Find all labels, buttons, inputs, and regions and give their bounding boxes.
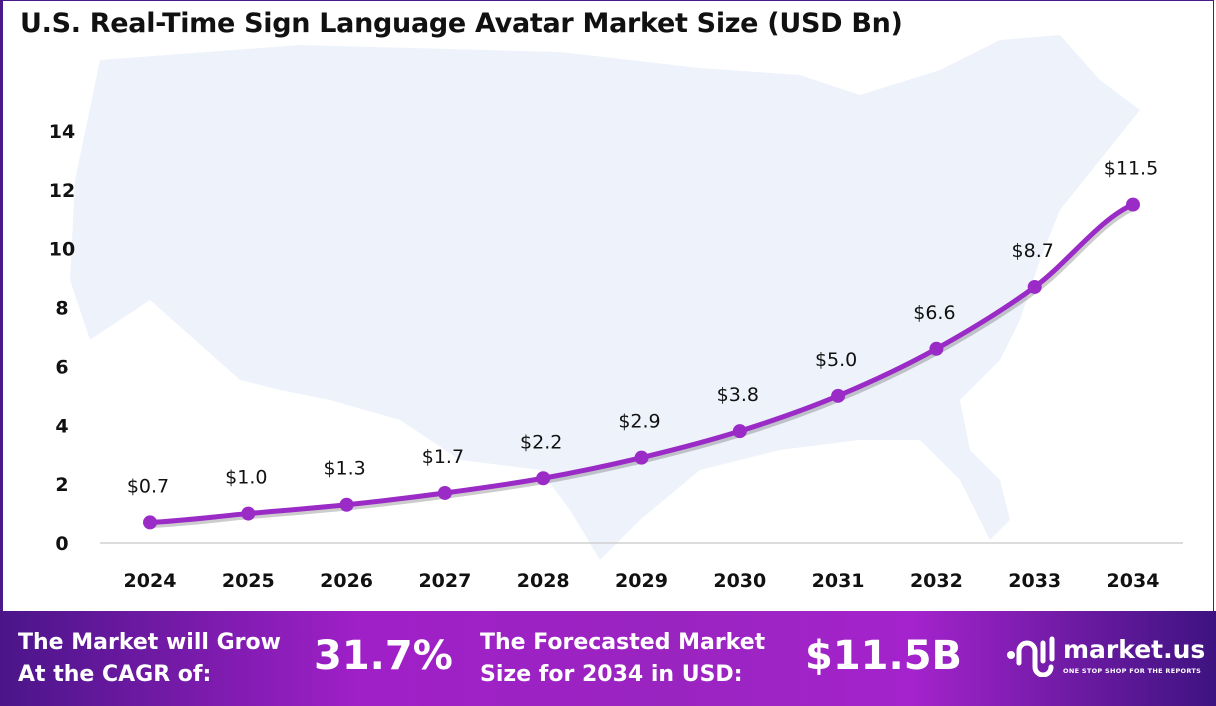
logo-tagline: ONE STOP SHOP FOR THE REPORTS	[1063, 667, 1202, 675]
forecast-value: $11.5B	[805, 633, 963, 679]
data-label: $11.5	[1104, 158, 1158, 180]
y-tick-label: 10	[49, 239, 75, 261]
cagr-label-line1: The Market will Grow	[18, 630, 281, 655]
data-label: $1.0	[225, 467, 267, 489]
data-label: $1.7	[422, 446, 464, 468]
data-label: $5.0	[815, 349, 857, 371]
summary-banner: The Market will Grow At the CAGR of: 31.…	[0, 611, 1216, 706]
data-point	[241, 506, 256, 521]
line-chart: 0 2 4 6 8 10 12 14 2024 2025 2026 2027 2028 2029 2030 2…	[49, 35, 1183, 592]
data-point	[732, 424, 747, 439]
data-label: $2.2	[520, 431, 562, 453]
y-tick-label: 14	[49, 121, 75, 143]
data-label: $2.9	[618, 411, 660, 433]
data-label: $8.7	[1012, 240, 1054, 262]
x-tick-label: 2024	[124, 570, 177, 592]
x-tick-label: 2025	[222, 570, 275, 592]
forecast-label-line2: Size for 2034 in USD:	[480, 662, 743, 687]
data-point	[339, 497, 354, 512]
cagr-value: 31.7%	[314, 633, 453, 679]
data-label: $6.6	[913, 302, 955, 324]
x-tick-label: 2030	[713, 570, 766, 592]
data-point	[831, 388, 846, 403]
y-tick-label: 2	[55, 474, 68, 496]
data-point	[536, 471, 551, 486]
us-map-background	[70, 35, 1140, 560]
y-tick-label: 4	[55, 415, 68, 437]
data-label: $0.7	[127, 475, 169, 497]
data-point	[929, 341, 944, 356]
series-line-shadow	[151, 205, 1137, 528]
forecast-label: The Forecasted Market Size for 2034 in U…	[480, 627, 765, 691]
data-point	[1126, 197, 1140, 212]
data-point	[437, 485, 452, 500]
x-tick-label: 2031	[812, 570, 865, 592]
data-point	[1027, 279, 1042, 294]
y-tick-label: 0	[55, 533, 68, 555]
x-tick-label: 2027	[418, 570, 471, 592]
logo-mark-icon	[1007, 636, 1055, 678]
x-tick-label: 2026	[320, 570, 373, 592]
series-line	[149, 202, 1135, 525]
market-us-logo: market.us ONE STOP SHOP FOR THE REPORTS	[1005, 633, 1205, 681]
x-tick-label: 2034	[1107, 570, 1160, 592]
x-tick-label: 2028	[517, 570, 570, 592]
data-label: $3.8	[717, 384, 759, 406]
y-tick-label: 12	[49, 180, 75, 202]
data-label: $1.3	[323, 458, 365, 480]
x-tick-label: 2029	[615, 570, 668, 592]
y-tick-label: 6	[55, 356, 68, 378]
cagr-label: The Market will Grow At the CAGR of:	[18, 627, 281, 691]
x-tick-label: 2033	[1008, 570, 1061, 592]
forecast-label-line1: The Forecasted Market	[480, 630, 766, 655]
logo-name: market.us	[1063, 635, 1206, 664]
chart-title: U.S. Real-Time Sign Language Avatar Mark…	[20, 8, 903, 39]
data-point	[634, 450, 649, 465]
y-tick-label: 8	[55, 298, 68, 320]
cagr-label-line2: At the CAGR of:	[18, 662, 212, 687]
x-tick-label: 2032	[910, 570, 963, 592]
data-point	[143, 515, 157, 530]
